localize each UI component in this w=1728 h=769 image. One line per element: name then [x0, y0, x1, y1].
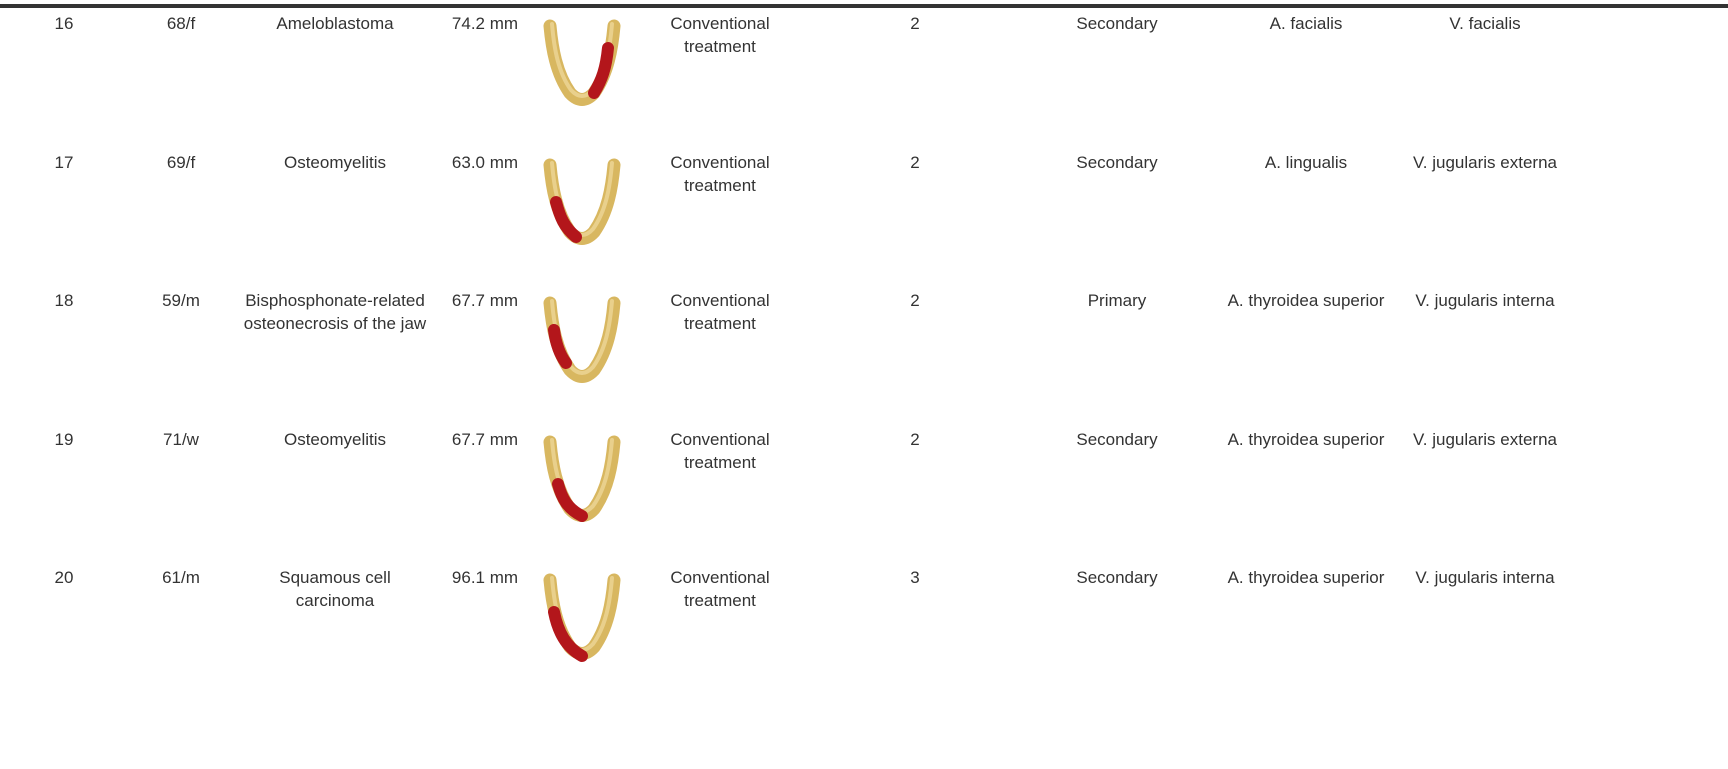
table-cell: V. jugularis interna	[1415, 568, 1555, 587]
table-cell: Secondary	[1076, 429, 1158, 449]
table-cell: Squamous cell carcinoma	[279, 568, 391, 610]
table-cell: V. jugularis interna	[1415, 291, 1555, 310]
table-cell: 67.7 mm	[451, 429, 519, 449]
table-cell: Secondary	[1076, 568, 1158, 587]
table-cell: 17	[54, 152, 74, 172]
mandible-image	[543, 435, 621, 522]
table-cell: 68/f	[166, 14, 196, 33]
table-cell: Bisphosphonate-related osteonecrosis of …	[243, 291, 427, 333]
table-cell: A. lingualis	[1264, 152, 1348, 172]
table-cell: 18	[54, 291, 74, 310]
table-cell: A. thyroidea superior	[1227, 429, 1385, 449]
table-cell: Conventional treatment	[670, 291, 770, 333]
table-cell: Osteomyelitis	[283, 152, 387, 172]
table-cell: 3	[910, 568, 920, 587]
table-cell: 71/w	[163, 429, 199, 449]
table-cell: Conventional treatment	[670, 14, 770, 56]
mandible-shape	[552, 477, 588, 522]
mandible-shape	[548, 606, 588, 662]
table-cell: 61/m	[162, 568, 200, 587]
table-cell: 67.7 mm	[451, 291, 519, 310]
mandible-image	[543, 573, 621, 662]
table-cell: V. jugularis externa	[1413, 152, 1557, 172]
table-cell: A. thyroidea superior	[1227, 568, 1385, 587]
table-cell: 2	[910, 429, 920, 449]
table-top-rule	[0, 4, 1728, 8]
mandible-shape	[548, 324, 572, 369]
table-cell: 63.0 mm	[451, 152, 519, 172]
mandible-image	[543, 19, 621, 106]
table-cell: A. thyroidea superior	[1227, 291, 1385, 310]
table-cell: V. facialis	[1449, 14, 1521, 33]
mandible-shape	[588, 42, 614, 99]
table-cell: 74.2 mm	[451, 14, 519, 33]
table-cell: 59/m	[162, 291, 200, 310]
table-cell: 96.1 mm	[451, 568, 519, 587]
mandible-image	[543, 158, 621, 245]
table-cell: Conventional treatment	[670, 429, 770, 472]
table-cell: 16	[54, 14, 74, 33]
table-cell: Secondary	[1076, 14, 1158, 33]
table-cell: V. jugularis externa	[1413, 429, 1557, 449]
table-cell: 2	[910, 152, 920, 172]
table-cell: A. facialis	[1269, 14, 1343, 33]
table-cell: Osteomyelitis	[283, 429, 387, 449]
mandible-shape	[550, 195, 582, 243]
table-cell: 2	[910, 14, 920, 33]
table-cell: Conventional treatment	[670, 152, 770, 195]
table-cell: 20	[54, 568, 74, 587]
table-cell: Primary	[1087, 291, 1147, 310]
table-cell: Secondary	[1076, 152, 1158, 172]
mandible-image	[543, 296, 621, 383]
table-cell: Conventional treatment	[670, 568, 770, 610]
table-cell: Ameloblastoma	[276, 14, 394, 33]
table-cell: 19	[54, 429, 74, 449]
table-cell: 2	[910, 291, 920, 310]
table-cell: 69/f	[166, 152, 196, 172]
